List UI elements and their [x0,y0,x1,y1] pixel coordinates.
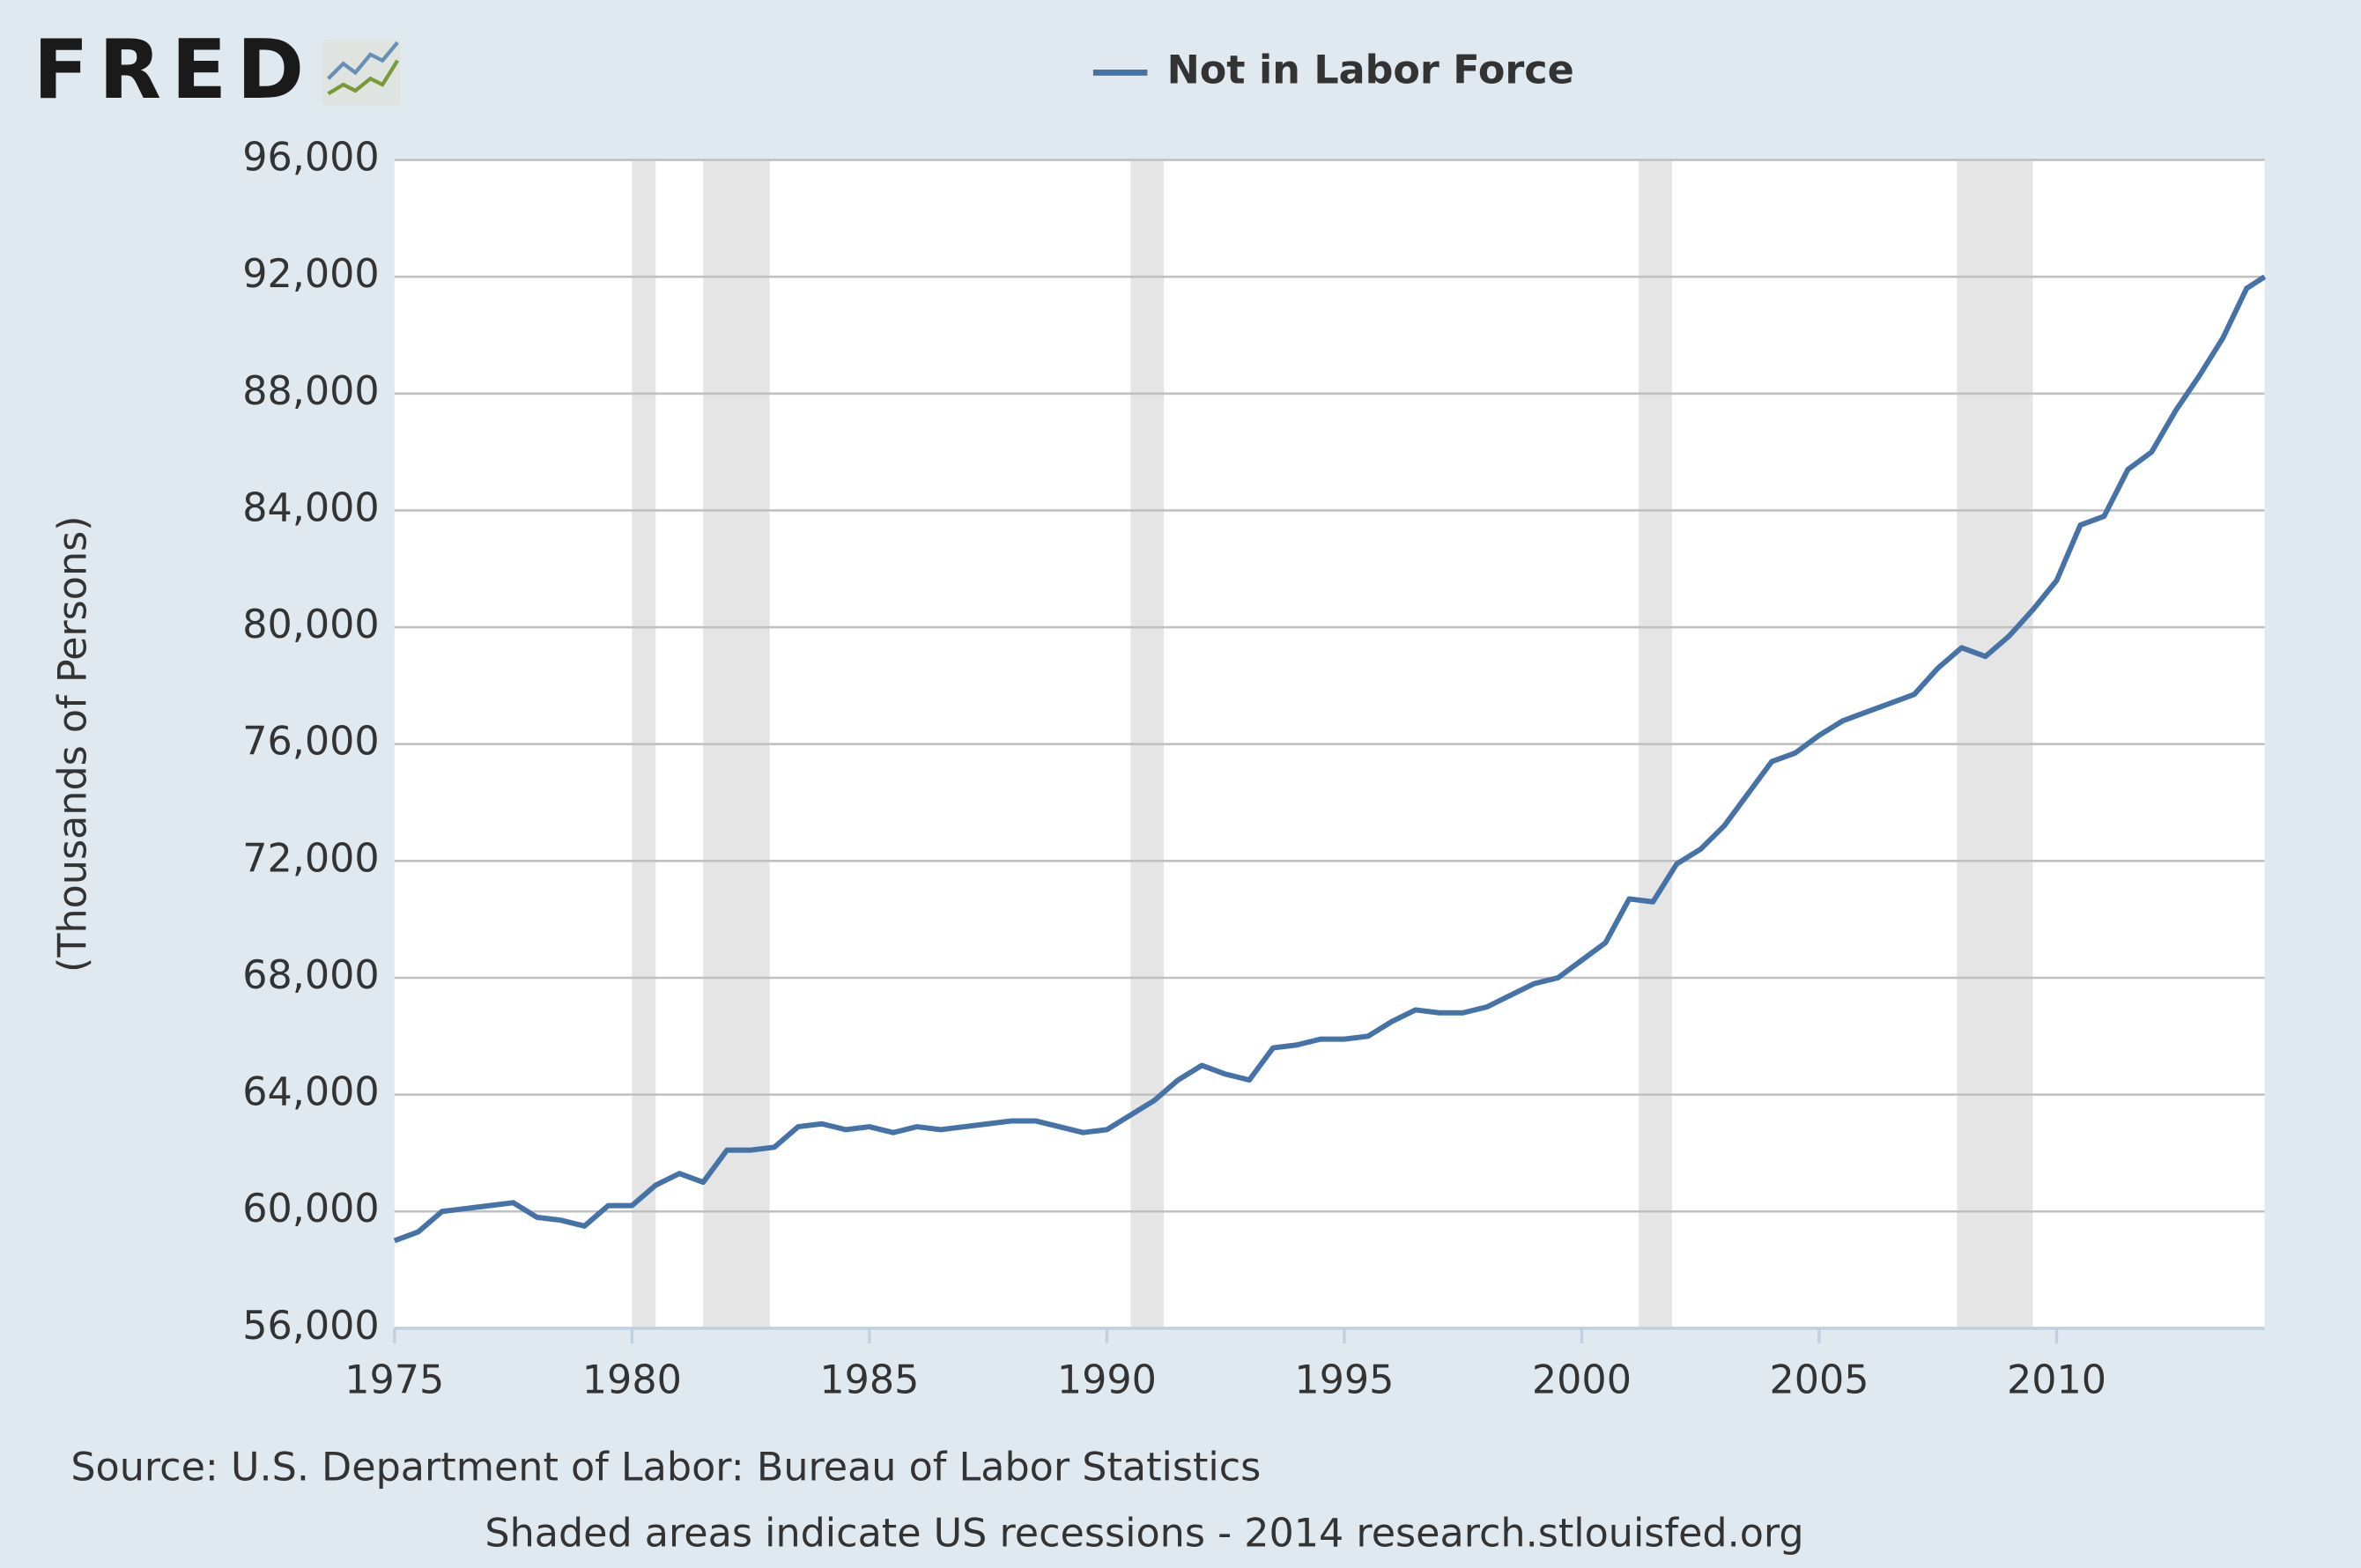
x-tick-label: 1975 [344,1357,444,1402]
y-tick-label: 92,000 [242,252,379,297]
y-tick-label: 72,000 [242,836,379,881]
x-tick-label: 1980 [582,1357,682,1402]
logo-icon [322,39,401,107]
x-tick-label: 2010 [2007,1357,2106,1402]
y-tick-label: 88,000 [242,369,379,414]
y-tick-label: 96,000 [242,136,379,181]
note: Shaded areas indicate US recessions - 20… [485,1512,1803,1557]
x-tick-label: 2005 [1769,1357,1869,1402]
y-tick-label: 56,000 [242,1304,379,1349]
y-tick-label: 76,000 [242,720,379,765]
x-tick-label: 2000 [1532,1357,1632,1402]
x-tick-label: 1995 [1294,1357,1394,1402]
y-tick-label: 68,000 [242,953,379,998]
x-tick-label: 1990 [1057,1357,1157,1402]
series-line [393,274,2267,1244]
y-tick-label: 84,000 [242,485,379,530]
x-tick-label: 1985 [819,1357,919,1402]
logo: FRED [33,22,305,117]
y-tick-label: 80,000 [242,603,379,647]
y-tick-label: 60,000 [242,1187,379,1231]
y-axis-label: (Thousands of Persons) [50,515,95,973]
legend-label: Not in Labor Force [1167,48,1574,92]
source: Source: U.S. Department of Labor: Bureau… [70,1446,1261,1490]
y-tick-label: 64,000 [242,1070,379,1115]
